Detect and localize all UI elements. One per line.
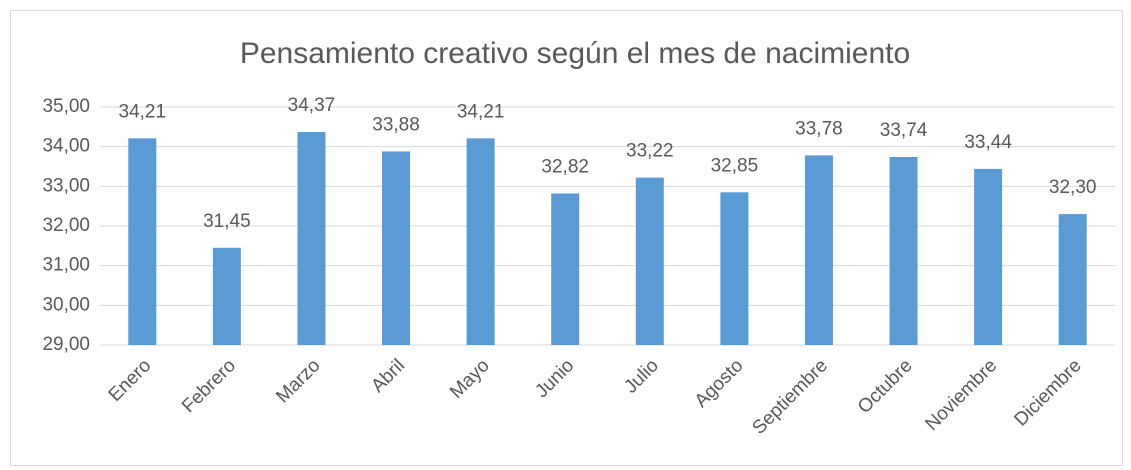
y-tick-label: 31,00 (42, 255, 90, 276)
data-label: 34,21 (457, 101, 505, 122)
bar (974, 168, 1003, 345)
y-tick-label: 32,00 (42, 215, 90, 236)
data-label: 32,82 (541, 156, 589, 177)
bar (128, 138, 157, 345)
y-tick-label: 33,00 (42, 175, 90, 196)
data-label: 33,44 (964, 132, 1012, 153)
data-label: 33,78 (795, 118, 843, 139)
data-label: 33,88 (372, 114, 420, 135)
bar (382, 151, 411, 345)
bar (212, 247, 241, 345)
data-label: 32,30 (1049, 177, 1097, 198)
bar (297, 131, 326, 345)
data-label: 33,22 (626, 141, 674, 162)
bar (466, 138, 495, 345)
data-label: 34,37 (288, 95, 336, 116)
bar (720, 192, 749, 345)
data-label: 31,45 (203, 211, 251, 232)
bar (804, 155, 833, 345)
bar (551, 193, 580, 345)
y-tick-label: 29,00 (42, 334, 90, 355)
data-label: 33,74 (880, 120, 928, 141)
bar (1058, 214, 1087, 345)
chart-title: Pensamiento creativo según el mes de nac… (240, 37, 910, 70)
bar (635, 177, 664, 345)
y-tick-label: 34,00 (42, 136, 90, 157)
data-label: 32,85 (711, 155, 759, 176)
bar (889, 156, 918, 345)
y-tick-label: 35,00 (42, 96, 90, 117)
y-tick-label: 30,00 (42, 294, 90, 315)
data-label: 34,21 (119, 101, 167, 122)
